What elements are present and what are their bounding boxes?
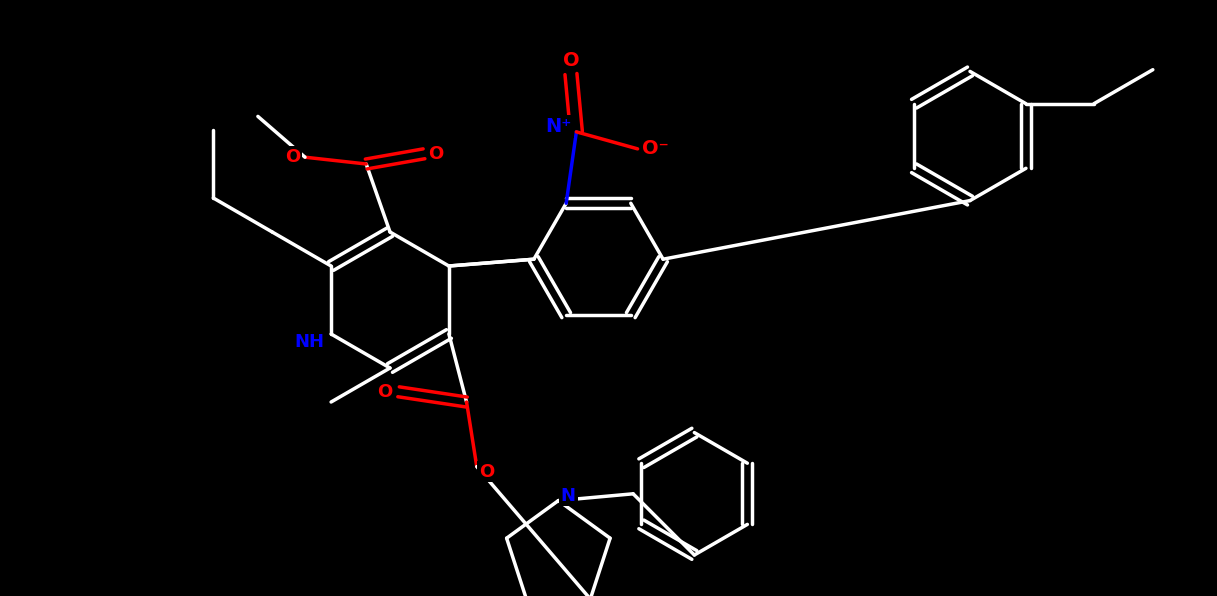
Text: O: O (479, 462, 494, 480)
Text: N: N (561, 486, 576, 505)
Text: O: O (428, 145, 444, 163)
Text: NH: NH (295, 333, 324, 351)
Text: N⁺: N⁺ (545, 117, 572, 136)
Text: O⁻: O⁻ (643, 139, 669, 159)
Text: O: O (562, 51, 579, 70)
Text: O: O (285, 148, 301, 166)
Text: O: O (377, 383, 392, 401)
